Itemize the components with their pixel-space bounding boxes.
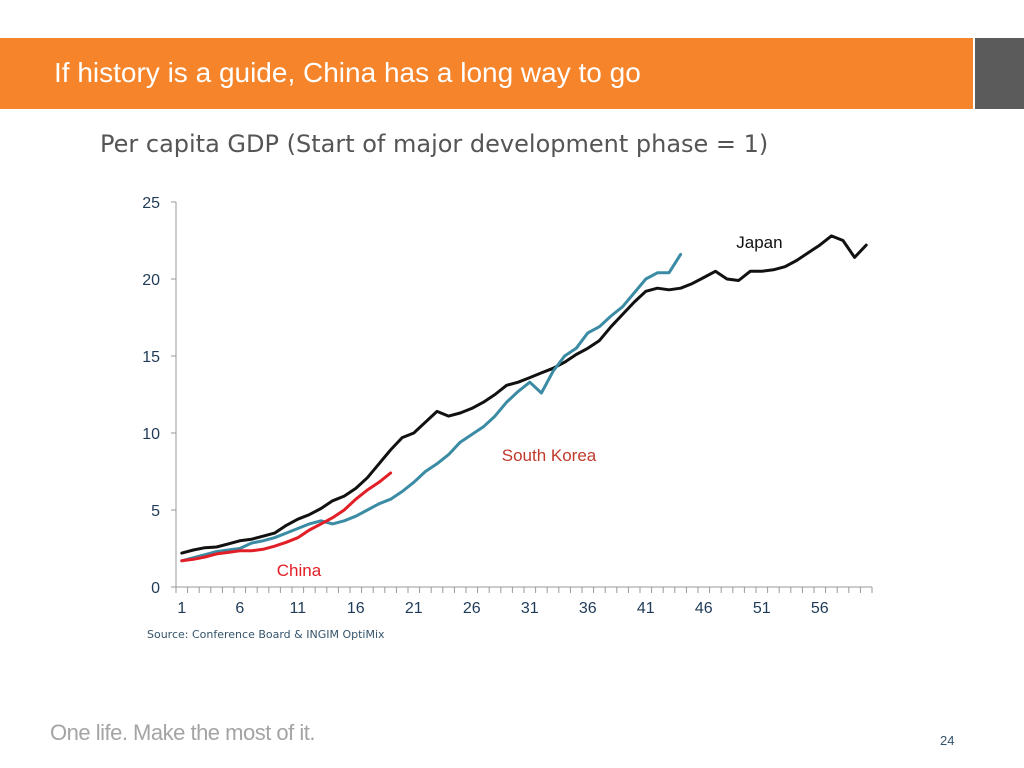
y-tick-label: 15 (142, 349, 160, 366)
x-tick-label: 36 (579, 600, 597, 617)
header-side-block (975, 38, 1024, 109)
chart-area: 0 5 10 15 20 25 1 6 11 16 21 26 31 36 41 46 51 56 Japan Sou… (0, 180, 1024, 640)
y-tick-label: 10 (142, 426, 160, 443)
series-line-japan (180, 234, 868, 555)
y-tick-label: 5 (151, 503, 160, 520)
series-label-japan: Japan (736, 233, 782, 252)
x-tick-label: 6 (235, 600, 244, 617)
x-tick-label: 21 (405, 600, 423, 617)
x-tick-label: 41 (637, 600, 655, 617)
y-tick-label: 25 (142, 195, 160, 212)
tagline: One life. Make the most of it. (50, 720, 316, 745)
x-tick-label: 56 (811, 600, 829, 617)
series-line-south-korea (180, 252, 683, 563)
x-tick-label: 11 (289, 600, 306, 617)
x-tick-label: 51 (753, 600, 771, 617)
x-tick-label: 46 (695, 600, 713, 617)
source-note: Source: Conference Board & INGIM OptiMix (147, 628, 385, 641)
slide-title: If history is a guide, China has a long … (54, 57, 641, 88)
x-tick-label: 1 (177, 600, 186, 617)
series-label-china: China (277, 561, 322, 580)
title-bar (0, 38, 973, 109)
series-line-china (180, 471, 393, 563)
page-number: 24 (940, 733, 955, 748)
series-label-south-korea: South Korea (502, 446, 597, 465)
x-tick-label: 16 (347, 600, 365, 617)
chart-title: Per capita GDP (Start of major developme… (100, 130, 769, 158)
x-tick-label: 31 (521, 600, 539, 617)
y-tick-label: 0 (151, 580, 160, 597)
x-tick-label: 26 (463, 600, 481, 617)
y-tick-label: 20 (142, 272, 160, 289)
